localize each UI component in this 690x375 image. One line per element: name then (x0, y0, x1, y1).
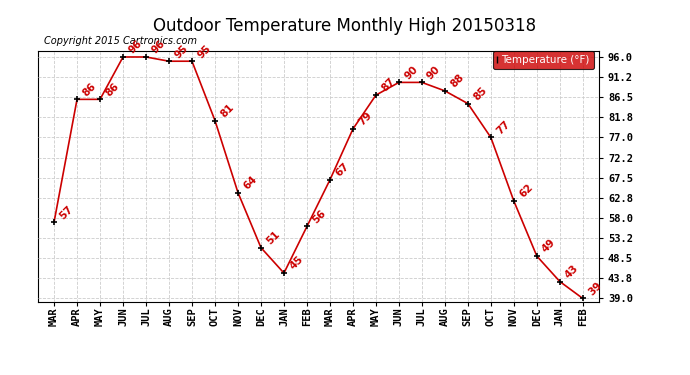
Text: 88: 88 (448, 72, 466, 90)
Text: 79: 79 (356, 110, 374, 128)
Text: 90: 90 (425, 64, 442, 81)
Text: 62: 62 (518, 183, 535, 200)
Text: 49: 49 (540, 237, 558, 255)
Text: 95: 95 (172, 43, 190, 60)
Text: 95: 95 (195, 43, 213, 60)
Text: 51: 51 (264, 229, 282, 246)
Text: 64: 64 (241, 174, 259, 191)
Text: 81: 81 (219, 102, 236, 119)
Legend: Temperature (°F): Temperature (°F) (493, 51, 593, 69)
Text: 77: 77 (494, 119, 512, 136)
Text: 85: 85 (471, 85, 489, 102)
Text: 86: 86 (81, 81, 98, 98)
Text: 45: 45 (288, 254, 305, 272)
Text: 96: 96 (150, 39, 167, 56)
Text: 90: 90 (402, 64, 420, 81)
Text: 56: 56 (310, 208, 328, 225)
Text: 57: 57 (57, 204, 75, 221)
Text: 86: 86 (104, 81, 121, 98)
Text: 43: 43 (563, 263, 581, 280)
Text: Copyright 2015 Cartronics.com: Copyright 2015 Cartronics.com (43, 36, 197, 46)
Text: 87: 87 (380, 76, 397, 94)
Text: 39: 39 (586, 280, 604, 297)
Text: 96: 96 (126, 39, 144, 56)
Text: 67: 67 (333, 161, 351, 178)
Text: Outdoor Temperature Monthly High 20150318: Outdoor Temperature Monthly High 2015031… (153, 17, 537, 35)
